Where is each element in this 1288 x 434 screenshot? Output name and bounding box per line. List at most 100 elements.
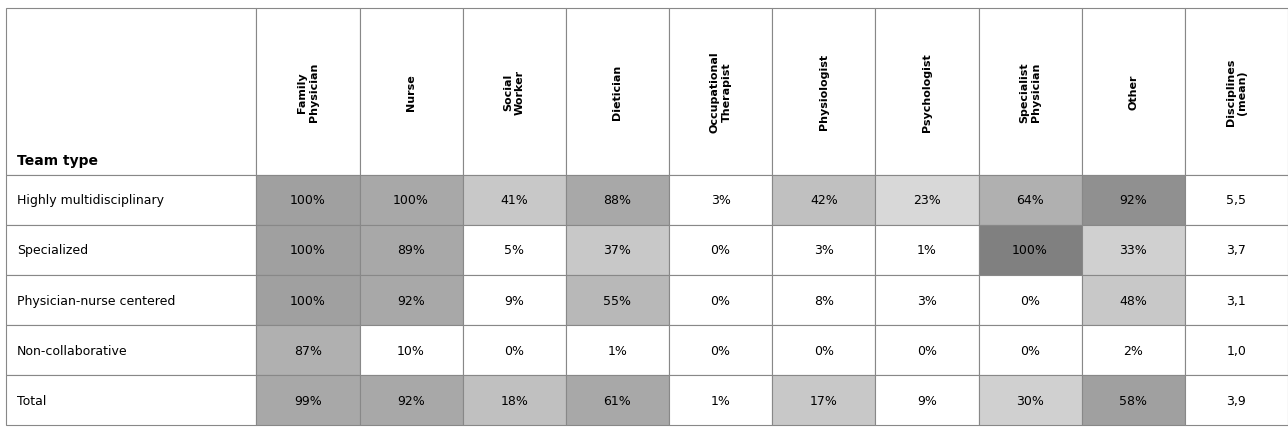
Text: 3,9: 3,9 <box>1226 394 1247 407</box>
Text: 9%: 9% <box>505 294 524 307</box>
Bar <box>462 375 565 425</box>
Text: 42%: 42% <box>810 194 837 207</box>
Text: Social
Worker: Social Worker <box>504 69 526 115</box>
Text: 0%: 0% <box>505 344 524 357</box>
Bar <box>565 275 668 326</box>
Bar <box>1082 275 1185 326</box>
Text: 33%: 33% <box>1119 244 1148 257</box>
Text: 0%: 0% <box>814 344 833 357</box>
Text: Occupational
Therapist: Occupational Therapist <box>710 51 732 133</box>
Text: 0%: 0% <box>711 344 730 357</box>
Text: Other: Other <box>1128 74 1139 110</box>
Text: 0%: 0% <box>1020 294 1041 307</box>
Bar <box>256 375 359 425</box>
Bar <box>359 275 462 326</box>
Text: Team type: Team type <box>17 154 98 168</box>
Bar <box>1082 326 1185 375</box>
Bar <box>876 225 979 275</box>
Text: 10%: 10% <box>397 344 425 357</box>
Bar <box>256 275 359 326</box>
Bar <box>6 275 256 326</box>
Text: 23%: 23% <box>913 194 940 207</box>
Bar <box>1082 375 1185 425</box>
Bar <box>256 225 359 275</box>
Text: 0%: 0% <box>711 244 730 257</box>
Text: 89%: 89% <box>397 244 425 257</box>
Text: 100%: 100% <box>290 194 326 207</box>
Bar <box>565 225 668 275</box>
Bar <box>1185 326 1288 375</box>
Text: 3,1: 3,1 <box>1226 294 1247 307</box>
Text: 8%: 8% <box>814 294 833 307</box>
Bar <box>773 175 876 225</box>
Bar <box>979 375 1082 425</box>
Text: 17%: 17% <box>810 394 837 407</box>
Bar <box>979 326 1082 375</box>
Text: 2%: 2% <box>1123 344 1144 357</box>
Text: 92%: 92% <box>397 394 425 407</box>
Bar <box>462 175 565 225</box>
Bar <box>462 9 565 175</box>
Text: Highly multidisciplinary: Highly multidisciplinary <box>17 194 164 207</box>
Text: 18%: 18% <box>500 394 528 407</box>
Bar <box>462 326 565 375</box>
Text: 1%: 1% <box>917 244 936 257</box>
Bar <box>359 225 462 275</box>
Text: Family
Physician: Family Physician <box>298 62 318 122</box>
Bar <box>668 225 773 275</box>
Bar <box>1185 9 1288 175</box>
Bar <box>359 175 462 225</box>
Text: 64%: 64% <box>1016 194 1045 207</box>
Bar <box>979 275 1082 326</box>
Text: 92%: 92% <box>397 294 425 307</box>
Text: 3,7: 3,7 <box>1226 244 1247 257</box>
Text: 55%: 55% <box>603 294 631 307</box>
Text: 0%: 0% <box>917 344 936 357</box>
Bar <box>462 275 565 326</box>
Bar <box>668 175 773 225</box>
Text: 100%: 100% <box>290 244 326 257</box>
Bar <box>6 9 256 175</box>
Text: 1%: 1% <box>711 394 730 407</box>
Text: 30%: 30% <box>1016 394 1045 407</box>
Bar <box>1082 175 1185 225</box>
Text: 0%: 0% <box>1020 344 1041 357</box>
Text: Nurse: Nurse <box>406 74 416 110</box>
Bar <box>979 225 1082 275</box>
Bar <box>668 9 773 175</box>
Bar <box>565 375 668 425</box>
Bar <box>979 9 1082 175</box>
Text: 9%: 9% <box>917 394 936 407</box>
Text: 3%: 3% <box>917 294 936 307</box>
Bar <box>359 9 462 175</box>
Bar <box>1082 225 1185 275</box>
Bar <box>462 225 565 275</box>
Text: Dietician: Dietician <box>612 64 622 120</box>
Text: 99%: 99% <box>294 394 322 407</box>
Bar <box>565 175 668 225</box>
Bar <box>773 275 876 326</box>
Bar <box>6 225 256 275</box>
Text: 41%: 41% <box>500 194 528 207</box>
Bar <box>359 326 462 375</box>
Text: 3%: 3% <box>711 194 730 207</box>
Bar <box>6 326 256 375</box>
Bar <box>773 375 876 425</box>
Text: 5%: 5% <box>505 244 524 257</box>
Bar <box>565 326 668 375</box>
Bar <box>6 375 256 425</box>
Bar <box>876 275 979 326</box>
Text: 48%: 48% <box>1119 294 1148 307</box>
Text: 100%: 100% <box>393 194 429 207</box>
Bar <box>668 375 773 425</box>
Text: 88%: 88% <box>603 194 631 207</box>
Text: 58%: 58% <box>1119 394 1148 407</box>
Bar <box>1185 375 1288 425</box>
Text: 5,5: 5,5 <box>1226 194 1247 207</box>
Text: Psychologist: Psychologist <box>922 53 933 132</box>
Bar <box>979 175 1082 225</box>
Text: 3%: 3% <box>814 244 833 257</box>
Text: Disciplines
(mean): Disciplines (mean) <box>1226 59 1247 125</box>
Bar <box>1185 225 1288 275</box>
Bar <box>773 9 876 175</box>
